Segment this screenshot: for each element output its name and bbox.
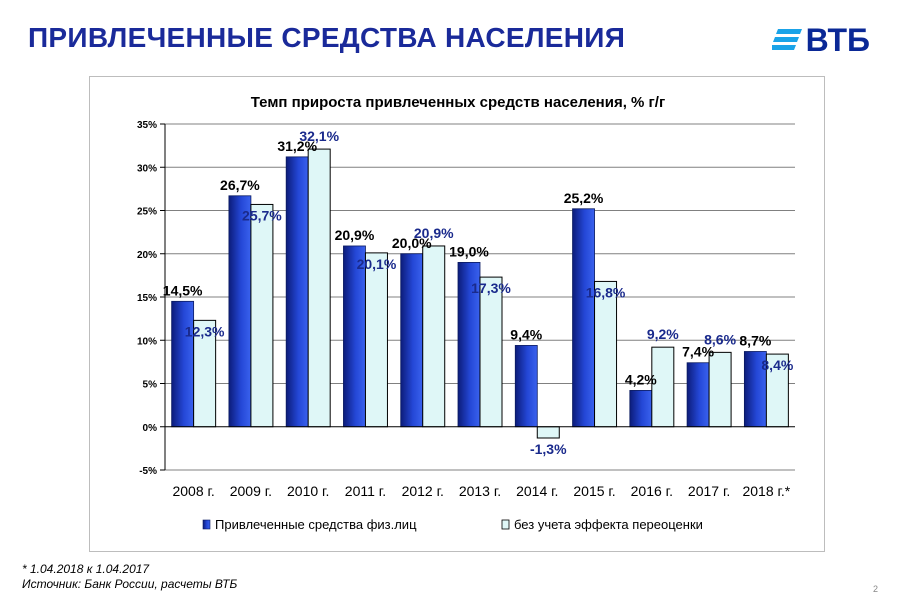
data-label-series1: 20,9% bbox=[335, 227, 375, 243]
x-tick-label: 2015 г. bbox=[573, 483, 615, 499]
x-tick-label: 2016 г. bbox=[631, 483, 673, 499]
data-label-series2: 9,2% bbox=[647, 326, 679, 342]
bar-series1 bbox=[285, 156, 309, 428]
bar-series1 bbox=[572, 208, 595, 428]
data-label-series2: 12,3% bbox=[185, 323, 225, 339]
y-tick-label: 25% bbox=[137, 207, 157, 218]
data-label-series1: 8,7% bbox=[739, 332, 771, 348]
data-label-series2: 20,1% bbox=[357, 256, 397, 272]
bar-series1 bbox=[228, 195, 252, 428]
chart-title: Темп прироста привлеченных средств насел… bbox=[251, 94, 665, 111]
y-tick-label: 35% bbox=[137, 120, 157, 131]
data-label-series2: 32,1% bbox=[299, 128, 339, 144]
bar-series2 bbox=[364, 252, 388, 428]
vtb-logo-icon bbox=[771, 29, 802, 50]
bar-series2 bbox=[422, 245, 446, 428]
data-label-series2: 16,8% bbox=[586, 284, 626, 300]
legend-label-series2: без учета эффекта переоценки bbox=[514, 517, 703, 532]
bar-series1 bbox=[343, 245, 366, 428]
bar-series2 bbox=[594, 280, 618, 428]
x-tick-label: 2008 г. bbox=[172, 483, 214, 499]
data-label-series2: 8,6% bbox=[704, 331, 736, 347]
data-label-series1: 9,4% bbox=[510, 326, 542, 342]
bar-series1 bbox=[400, 253, 424, 428]
page-title: ПРИВЛЕЧЕННЫЕ СРЕДСТВА НАСЕЛЕНИЯ bbox=[28, 22, 626, 53]
y-tick-label: 30% bbox=[137, 163, 157, 174]
bar-series1 bbox=[629, 390, 653, 428]
x-tick-label: 2014 г. bbox=[516, 483, 558, 499]
data-label-series1: 20,0% bbox=[392, 235, 432, 251]
footnote: * 1.04.2018 к 1.04.2017 Источник: Банк Р… bbox=[22, 562, 237, 592]
x-tick-label: 2017 г. bbox=[688, 483, 730, 499]
vtb-logo: ВТБ bbox=[771, 22, 870, 58]
data-label-series1: 7,4% bbox=[682, 344, 714, 360]
data-label-series1: 19,0% bbox=[449, 243, 489, 259]
x-tick-label: 2013 г. bbox=[459, 483, 501, 499]
y-tick-label: 5% bbox=[143, 380, 158, 391]
data-label-series1: 26,7% bbox=[220, 177, 260, 193]
bar-series2 bbox=[536, 426, 560, 439]
bar-series2 bbox=[307, 148, 331, 428]
legend-label-series1: Привлеченные средства физ.лиц bbox=[215, 517, 417, 532]
bar-series2 bbox=[250, 203, 274, 428]
legend-swatch-series1 bbox=[202, 519, 211, 530]
data-label-series2: 8,4% bbox=[761, 357, 793, 373]
y-tick-label: 10% bbox=[137, 336, 157, 347]
data-label-series2: -1,3% bbox=[530, 441, 567, 457]
data-label-series1: 4,2% bbox=[625, 371, 657, 387]
y-tick-label: 15% bbox=[137, 293, 157, 304]
footnote-date-note: * 1.04.2018 к 1.04.2017 bbox=[22, 562, 150, 576]
x-tick-label: 2012 г. bbox=[402, 483, 444, 499]
bar-series1 bbox=[514, 345, 538, 428]
data-label-series1: 25,2% bbox=[564, 190, 604, 206]
bar-series1 bbox=[171, 300, 195, 428]
x-tick-label: 2011 г. bbox=[345, 483, 386, 499]
y-tick-label: -5% bbox=[139, 466, 157, 477]
legend-swatch-series2 bbox=[501, 519, 510, 530]
y-tick-label: 20% bbox=[137, 250, 157, 261]
bar-series1 bbox=[686, 362, 710, 428]
x-tick-label: 2010 г. bbox=[287, 483, 329, 499]
x-tick-label: 2018 г.* bbox=[742, 483, 790, 499]
chart-frame: Темп прироста привлеченных средств насел… bbox=[89, 76, 825, 552]
data-label-series2: 25,7% bbox=[242, 207, 282, 223]
x-tick-label: 2009 г. bbox=[230, 483, 272, 499]
vtb-logo-text: ВТБ bbox=[805, 22, 870, 58]
bar-series2 bbox=[479, 276, 503, 428]
data-label-series2: 17,3% bbox=[471, 280, 511, 296]
footnote-source: Источник: Банк России, расчеты ВТБ bbox=[22, 577, 238, 591]
data-label-series1: 31,2% bbox=[277, 138, 317, 154]
data-label-series2: 20,9% bbox=[414, 225, 454, 241]
page-number: 2 bbox=[872, 584, 878, 594]
y-tick-label: 0% bbox=[143, 423, 158, 434]
bar-chart: Темп прироста привлеченных средств насел… bbox=[137, 94, 795, 532]
bar-series2 bbox=[708, 351, 732, 428]
data-label-series1: 14,5% bbox=[163, 282, 203, 298]
